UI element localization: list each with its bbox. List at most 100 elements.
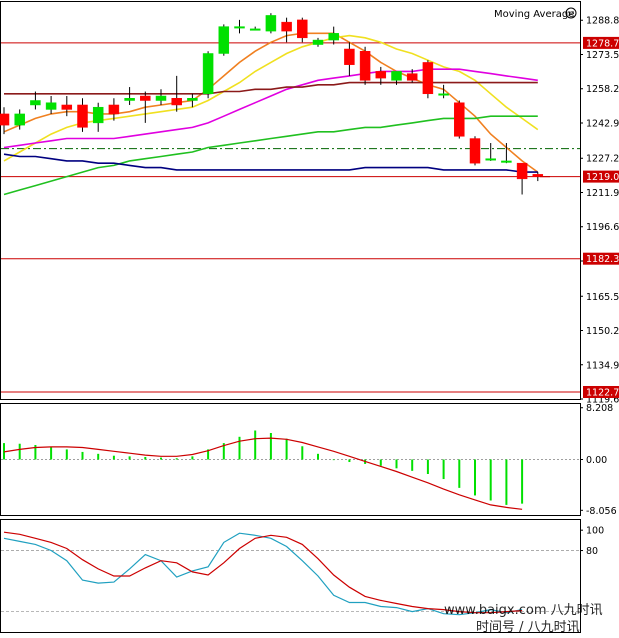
level-price-badge — [583, 252, 619, 265]
candle — [45, 96, 57, 114]
candle — [202, 51, 214, 99]
level-price-label: 1182.33 — [586, 254, 619, 265]
candle — [171, 75, 182, 112]
candle — [14, 109, 25, 130]
candle — [328, 26, 339, 45]
stoch-axis-label: 80 — [586, 546, 598, 557]
candle-body — [281, 21, 292, 32]
candle-body — [187, 98, 198, 101]
candle — [187, 93, 198, 108]
candle-body — [438, 93, 449, 96]
price-axis-label: 1242.95 — [586, 118, 619, 129]
candle-body — [108, 104, 120, 115]
candle — [438, 84, 449, 99]
price-axis-label: 1119.65 — [586, 395, 619, 406]
candle-body — [375, 71, 387, 79]
candle-body — [297, 19, 308, 39]
stoch-axis-label: 100 — [586, 526, 604, 537]
candle-body — [171, 98, 182, 106]
candle-body — [516, 162, 528, 180]
candle-body — [202, 53, 214, 95]
candle-body — [234, 26, 245, 29]
macd-axis-label: -8.056 — [586, 506, 617, 517]
candle — [0, 107, 10, 135]
price-axis-label: 1211.90 — [586, 188, 619, 199]
candle — [249, 26, 261, 31]
level-price-badge — [583, 36, 619, 49]
candle-body — [485, 158, 496, 161]
price-axis-label: 1165.55 — [586, 292, 619, 303]
candle — [359, 46, 371, 85]
price-axis-label: 1134.95 — [586, 360, 619, 371]
macd-pane: 8.208 0.00 -8.056 — [1, 403, 617, 517]
stoch-line — [3, 531, 523, 614]
candle-body — [344, 48, 355, 65]
candle — [77, 98, 88, 132]
candle — [124, 87, 135, 105]
candle — [61, 96, 73, 117]
candle — [265, 13, 277, 34]
price-pane: 1288.85 1273.55 1258.25 1242.95 1227.20 1211.… — [0, 13, 619, 406]
candle-body — [312, 39, 324, 45]
candle-body — [14, 113, 25, 126]
price-axis-label: 1227.20 — [586, 154, 619, 165]
price-axis-label: 1196.60 — [586, 222, 619, 233]
candle-body — [218, 26, 230, 54]
moving-average-line — [3, 68, 538, 149]
candle — [92, 102, 104, 132]
macd-axis-label: 8.208 — [586, 403, 613, 414]
candle — [469, 136, 481, 166]
candle — [281, 17, 292, 43]
candle — [312, 37, 324, 47]
candle-body — [61, 104, 73, 110]
candle-body — [265, 15, 277, 32]
stoch-pane: 100 80 — [1, 526, 604, 616]
indicator-label: Moving Average — [494, 9, 574, 20]
candle-body — [45, 102, 57, 110]
candle-body — [501, 160, 512, 163]
candle — [108, 98, 120, 121]
candle — [234, 19, 245, 34]
candle — [516, 162, 528, 195]
price-axis-label: 1258.25 — [586, 84, 619, 95]
candle-body — [77, 104, 88, 128]
candle-body — [249, 28, 261, 31]
candle — [344, 42, 355, 76]
price-axis-label: 1150.25 — [586, 326, 619, 337]
candle — [454, 100, 465, 139]
candle — [532, 172, 544, 182]
candle-body — [422, 62, 434, 95]
candle — [485, 143, 496, 161]
level-price-badge — [583, 385, 619, 398]
level-price-label: 1122.78 — [586, 387, 619, 398]
candle-body — [0, 113, 10, 126]
candle-body — [328, 33, 339, 41]
candle — [155, 89, 167, 105]
candle-body — [359, 50, 371, 81]
candle-body — [155, 95, 167, 101]
candle-body — [30, 100, 41, 106]
moving-average-line — [3, 153, 538, 173]
candle — [375, 66, 387, 85]
candle — [422, 60, 434, 99]
candle-body — [532, 174, 544, 177]
candle-body — [391, 71, 402, 81]
stoch-pane-frame — [0, 519, 581, 633]
candle — [218, 24, 230, 56]
price-axis-label: 1288.85 — [586, 16, 619, 27]
candle — [501, 143, 512, 164]
watermark-top: www.baigx.com 八九时讯 — [444, 603, 603, 618]
candle — [391, 71, 402, 85]
level-price-label: 1219.00 — [586, 172, 619, 183]
candle — [140, 91, 151, 123]
close-indicator-icon[interactable] — [565, 7, 577, 19]
candle — [297, 17, 308, 43]
candle-body — [124, 98, 135, 101]
candle-body — [406, 73, 418, 81]
candle-body — [454, 102, 465, 137]
candle-body — [140, 95, 151, 101]
macd-axis-label: 0.00 — [586, 455, 607, 466]
moving-average-line — [4, 81, 538, 95]
